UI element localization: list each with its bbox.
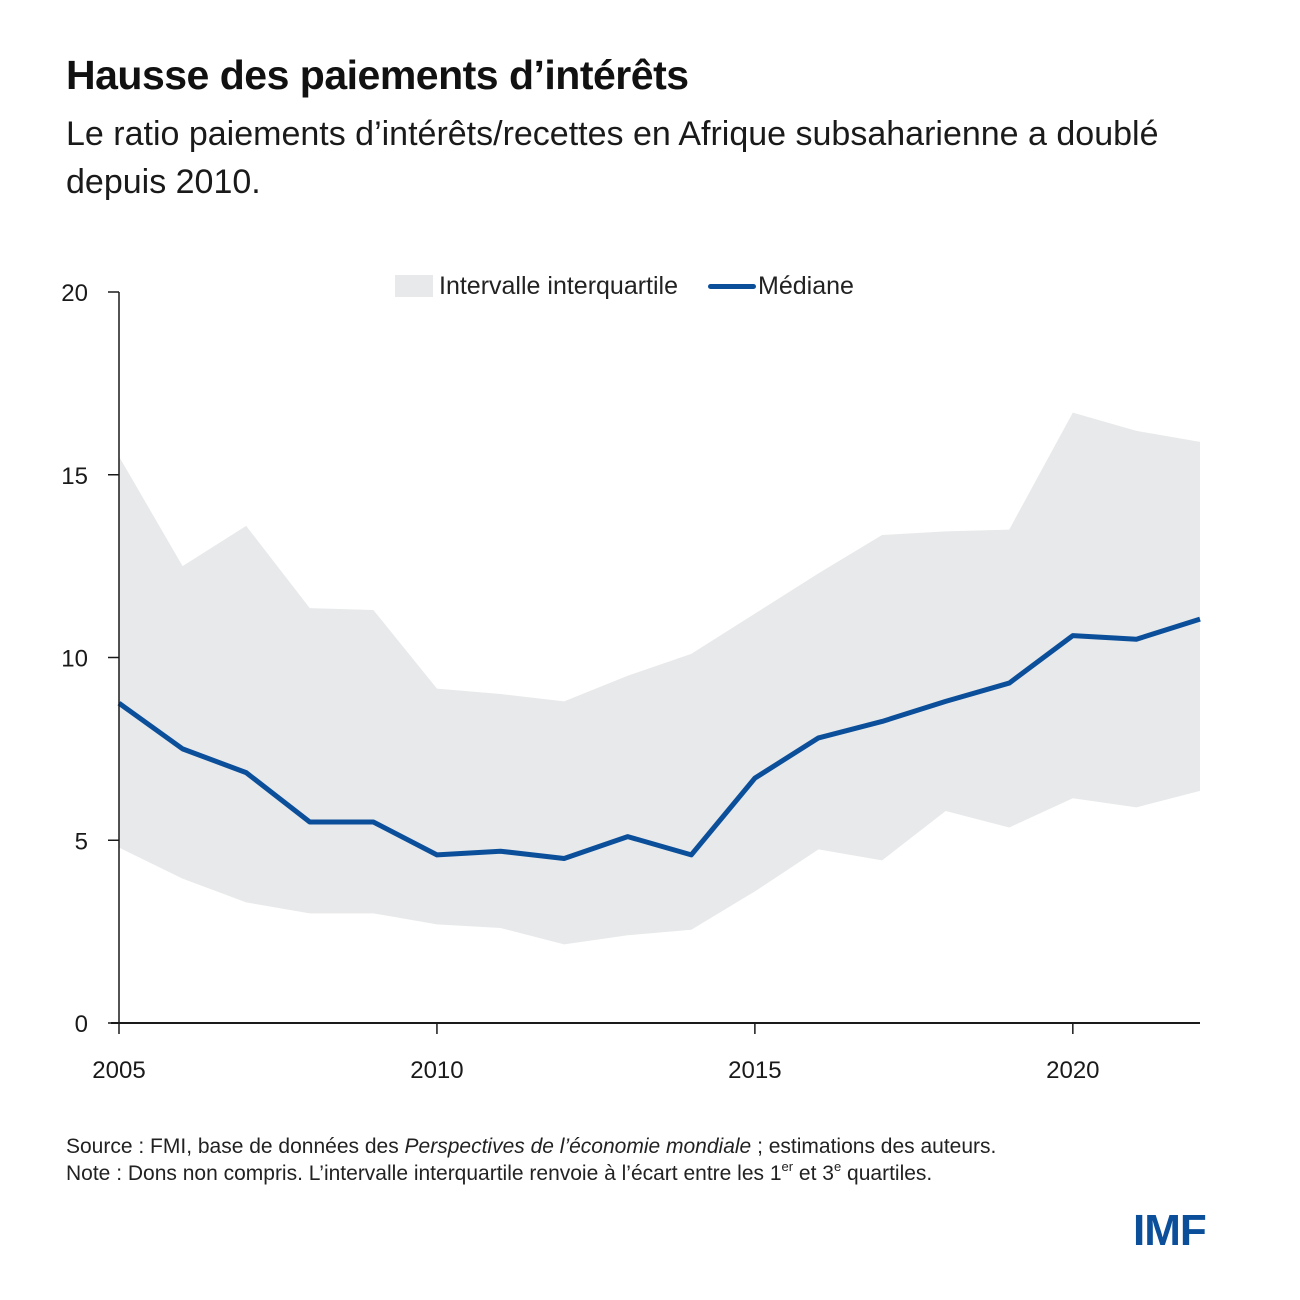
y-tick-label: 5: [75, 828, 88, 855]
x-tick-label: 2015: [728, 1057, 781, 1084]
x-tick-label: 2005: [92, 1057, 145, 1084]
y-tick-label: 10: [61, 646, 88, 673]
note-text: Note : Dons non compris. L’intervalle in…: [66, 1159, 933, 1185]
median-line: [117, 616, 1201, 862]
interquartile-band: [119, 412, 1200, 945]
source-note: Source : FMI, base de données des Perspe…: [66, 1135, 997, 1158]
y-tick-label: 20: [61, 280, 88, 307]
footnote: Source : FMI, base de données des Perspe…: [66, 1133, 1126, 1187]
legend-median-swatch: [708, 283, 757, 289]
x-tick-label: 2020: [1046, 1057, 1099, 1084]
x-tick-label: 2010: [410, 1057, 463, 1084]
legend: Intervalle interquartile Médiane: [395, 270, 854, 302]
imf-logo: IMF: [1133, 1206, 1207, 1255]
legend-band-swatch: [395, 275, 433, 297]
y-tick-label: 15: [61, 463, 88, 490]
chart-title: Hausse des paiements d’intérêts: [66, 52, 689, 98]
chart-subtitle: Le ratio paiements d’intérêts/recettes e…: [66, 115, 1159, 201]
legend-median-label: Médiane: [758, 271, 854, 300]
y-tick-label: 0: [75, 1011, 88, 1038]
legend-band-label: Intervalle interquartile: [439, 271, 679, 300]
